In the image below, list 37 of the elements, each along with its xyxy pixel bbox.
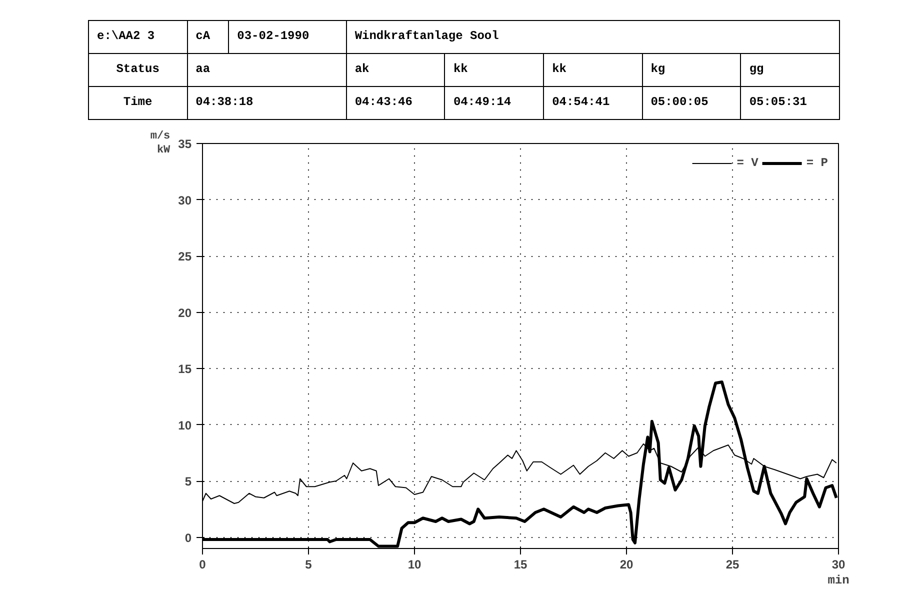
y-tick-label: 10 bbox=[178, 418, 192, 432]
text: Time bbox=[88, 86, 188, 120]
text: 03-02-1990 bbox=[228, 20, 346, 54]
y-axis-title: m/s kW bbox=[150, 130, 171, 157]
text: kk bbox=[444, 54, 544, 86]
x-tick-label: 20 bbox=[620, 558, 634, 572]
y-tick-label: 20 bbox=[178, 306, 192, 320]
legend-label: = V bbox=[736, 156, 758, 170]
text: kg bbox=[642, 54, 741, 86]
y-tick-label: 35 bbox=[178, 137, 192, 151]
text: cA bbox=[187, 20, 229, 54]
text: 05:00:05 bbox=[642, 86, 741, 120]
y-tick-label: 25 bbox=[178, 250, 192, 264]
y-tick-label: 5 bbox=[184, 474, 192, 488]
chart-title: Windkraftanlage Sool bbox=[346, 20, 840, 54]
x-tick-label: 5 bbox=[305, 558, 312, 572]
y-tick-label: 0 bbox=[184, 530, 192, 545]
x-tick-label: 25 bbox=[726, 558, 740, 572]
text: Status bbox=[88, 54, 188, 86]
x-tick-label: 0 bbox=[199, 558, 206, 572]
text: 04:38:18 bbox=[187, 86, 346, 120]
text: ak bbox=[346, 54, 445, 86]
text: e:\AA2 3 bbox=[88, 20, 188, 54]
text: 04:54:41 bbox=[544, 86, 642, 120]
text: aa bbox=[187, 54, 346, 86]
text: kk bbox=[544, 54, 642, 86]
y-tick-label: 15 bbox=[178, 362, 192, 376]
y-tick-label: 30 bbox=[178, 193, 192, 208]
text: 05:05:31 bbox=[740, 86, 840, 120]
legend-label: = P bbox=[806, 156, 828, 170]
text: 04:49:14 bbox=[444, 86, 544, 120]
x-tick-label: 10 bbox=[408, 558, 422, 572]
x-tick-label: 15 bbox=[514, 558, 528, 572]
x-tick-label: 30 bbox=[832, 558, 846, 572]
text: gg bbox=[740, 54, 840, 86]
text: 04:43:46 bbox=[346, 86, 445, 120]
x-axis-title: min bbox=[828, 574, 850, 588]
